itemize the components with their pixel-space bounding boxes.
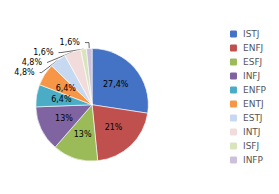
svg-text:ENTJ: ENTJ xyxy=(243,99,264,109)
svg-text:6,4%: 6,4% xyxy=(51,95,72,104)
svg-text:27,4%: 27,4% xyxy=(103,80,129,89)
svg-text:ESFJ: ESFJ xyxy=(243,57,262,67)
svg-text:1,6%: 1,6% xyxy=(60,38,81,47)
svg-text:1,6%: 1,6% xyxy=(33,48,54,57)
svg-text:INTJ: INTJ xyxy=(243,127,261,137)
svg-text:ISTJ: ISTJ xyxy=(243,29,260,39)
svg-text:13%: 13% xyxy=(74,130,92,139)
svg-text:INFJ: INFJ xyxy=(243,71,260,81)
svg-text:6,4%: 6,4% xyxy=(56,84,77,93)
svg-text:ESTJ: ESTJ xyxy=(243,113,263,123)
svg-text:ENFP: ENFP xyxy=(243,85,267,95)
svg-text:13%: 13% xyxy=(55,114,73,123)
svg-text:INFP: INFP xyxy=(243,155,264,165)
svg-text:21%: 21% xyxy=(105,123,123,132)
svg-text:4,8%: 4,8% xyxy=(22,58,43,67)
svg-text:4,8%: 4,8% xyxy=(14,68,35,77)
svg-text:ISFJ: ISFJ xyxy=(243,141,259,151)
svg-text:ENFJ: ENFJ xyxy=(243,43,263,53)
